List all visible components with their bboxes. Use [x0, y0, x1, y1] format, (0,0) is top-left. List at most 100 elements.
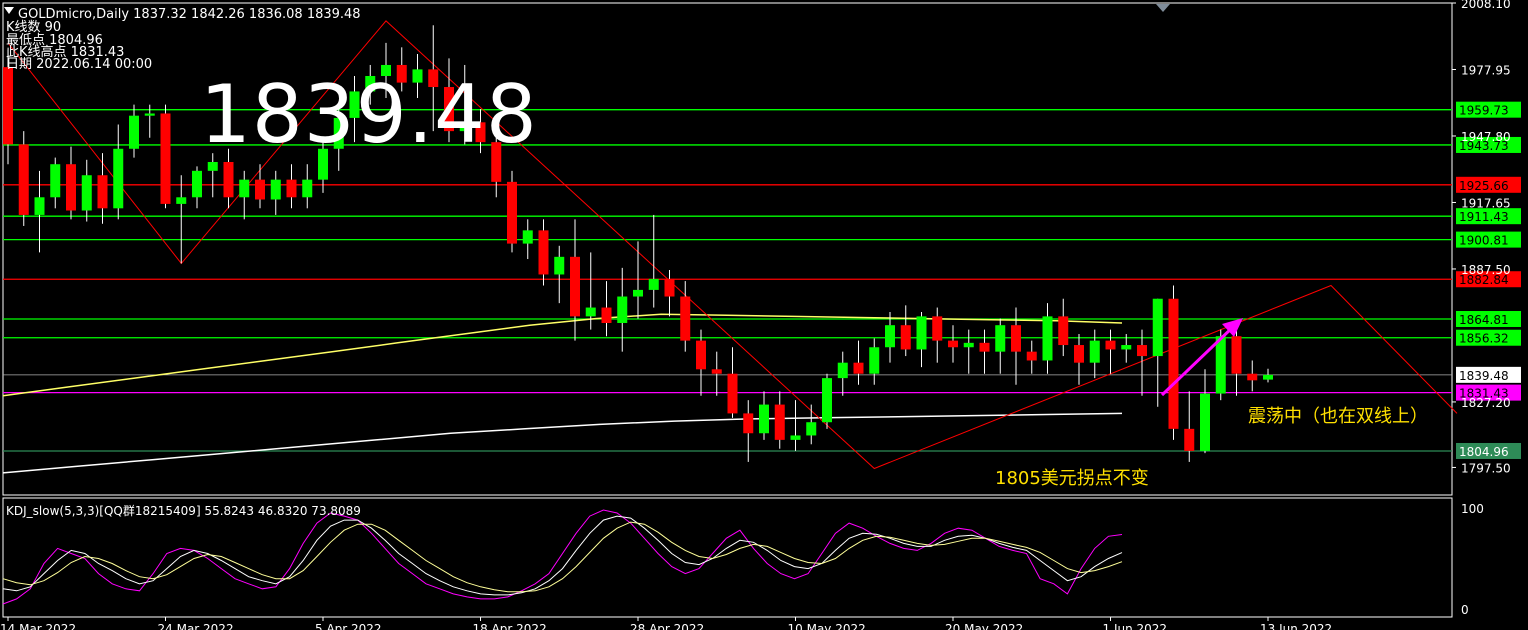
level-label-box	[1456, 310, 1521, 327]
y-tick-label: 1887.50	[1461, 263, 1511, 277]
level-label-box	[1456, 271, 1521, 288]
bull-candle	[81, 175, 92, 211]
bull-candle	[144, 113, 155, 116]
bear-candle	[948, 340, 958, 348]
bar-count: K线数 90	[6, 20, 62, 35]
ma-white-line	[2, 412, 1123, 474]
bull-candle	[1200, 393, 1210, 451]
y-tick-label: 1827.20	[1461, 396, 1511, 410]
bull-candle	[648, 278, 659, 290]
bear-candle	[979, 342, 990, 352]
bull-candle	[1089, 340, 1100, 363]
bear-candle	[160, 113, 171, 204]
bear-candle	[664, 278, 675, 297]
bull-candle	[617, 296, 628, 323]
bear-candle	[1105, 340, 1116, 350]
level-label: 1959.73	[1459, 104, 1509, 118]
bear-candle	[1011, 325, 1021, 352]
bull-candle	[806, 422, 817, 436]
x-tick-label: 14 Mar 2022	[0, 622, 76, 630]
bar-date: 日期 2022.06.14 00:00	[6, 57, 153, 72]
bear-candle	[853, 362, 864, 374]
bull-candle	[963, 342, 974, 348]
bear-candle	[223, 162, 234, 198]
zigzag-line	[7, 20, 1458, 470]
bull-candle	[822, 378, 832, 423]
bull-candle	[633, 289, 643, 297]
bear-candle	[1058, 316, 1069, 346]
bull-candle	[790, 435, 801, 440]
bull-candle	[885, 325, 895, 348]
level-label-box	[1456, 384, 1521, 401]
bull-candle	[1263, 374, 1273, 380]
x-tick-label: 1 Jun 2022	[1103, 622, 1168, 630]
bear-candle	[932, 316, 943, 341]
bear-candle	[491, 142, 502, 182]
bull-candle	[270, 179, 281, 200]
bear-candle	[774, 404, 785, 440]
time-axis: 14 Mar 2022 24 Mar 2022 5 Apr 2022 18 Apr 2…	[0, 617, 1332, 630]
arrow-head	[1222, 318, 1243, 337]
bear-candle	[1074, 345, 1084, 363]
bear-candle	[696, 340, 706, 370]
level-label-box	[1456, 231, 1521, 248]
zigzag-path	[7, 20, 1458, 470]
bear-candle	[1137, 345, 1147, 357]
bear-candle	[1231, 336, 1242, 374]
magenta-arrow	[1160, 318, 1243, 397]
bull-candle	[412, 69, 423, 83]
bull-candle	[50, 164, 61, 198]
annotation-pivot: 1805美元拐点不变	[995, 468, 1149, 489]
bull-candle	[349, 91, 360, 118]
y-tick-label: 1947.80	[1461, 130, 1511, 144]
annotation-oscillating: 震荡中（也在双线上）	[1248, 406, 1428, 427]
bear-candle	[286, 179, 297, 198]
bear-candle	[396, 64, 407, 83]
bull-candle	[207, 162, 218, 171]
price-axis: 2008.10 1977.95 1947.80 1917.65 1887.50 1827.…	[1452, 0, 1511, 475]
x-tick-label: 28 Apr 2022	[630, 622, 704, 630]
bull-candle	[522, 230, 533, 244]
symbol-line: GOLDmicro,Daily 1837.32 1842.26 1836.08 …	[18, 7, 361, 22]
current-price-label: 1839.48	[1459, 369, 1509, 383]
x-tick-label: 18 Apr 2022	[473, 622, 547, 630]
bear-candle	[711, 369, 722, 374]
lowest-price: 最低点 1804.96	[6, 33, 103, 48]
bull-candle	[381, 64, 391, 76]
level-label: 1900.81	[1459, 234, 1509, 248]
bear-candle	[538, 230, 549, 275]
shift-marker-icon[interactable]	[1156, 4, 1170, 12]
bull-candle	[1152, 298, 1163, 357]
bear-candle	[680, 296, 691, 341]
y-tick-label: 1797.50	[1461, 461, 1511, 475]
main-panel-border	[2, 2, 1453, 496]
bull-candle	[113, 148, 124, 209]
level-label: 1925.66	[1459, 179, 1509, 193]
y-tick-label: 2008.10	[1461, 0, 1511, 11]
bull-candle	[129, 115, 139, 149]
level-label: 1864.81	[1459, 313, 1509, 327]
bull-candle	[1215, 336, 1226, 394]
bear-candle	[475, 122, 486, 143]
x-tick-label: 24 Mar 2022	[158, 622, 234, 630]
bull-candle	[1121, 345, 1132, 350]
bull-candle	[34, 197, 45, 215]
bull-candle	[459, 122, 470, 132]
x-tick-label: 20 May 2022	[945, 622, 1023, 630]
bear-candle	[1026, 351, 1037, 361]
candles	[3, 25, 1273, 462]
bear-candle	[428, 69, 439, 88]
kdj-panel-border	[2, 497, 1453, 618]
x-tick-label: 13 Jun 2022	[1260, 622, 1332, 630]
bull-candle	[759, 404, 769, 434]
level-label-box	[1456, 208, 1521, 225]
bear-candle	[444, 87, 454, 132]
kdj-panel: 100 0	[2, 502, 1484, 617]
bull-candle	[554, 256, 565, 275]
level-label: 1911.43	[1459, 210, 1509, 224]
menu-triangle-icon[interactable]	[4, 7, 14, 14]
bull-candle	[585, 307, 596, 317]
level-label: 1831.43	[1459, 387, 1509, 401]
level-label-box	[1456, 176, 1521, 193]
